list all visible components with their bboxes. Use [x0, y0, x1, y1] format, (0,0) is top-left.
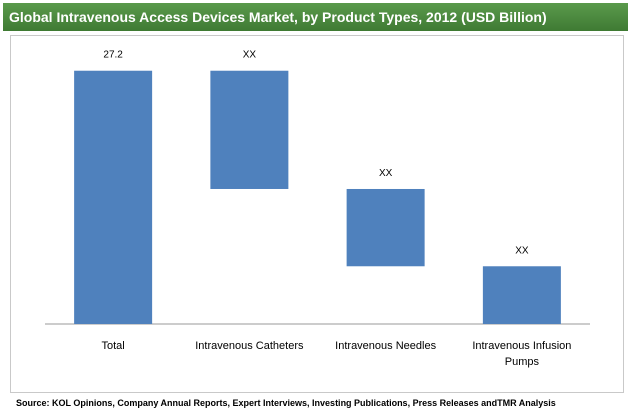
value-label-0: 27.2	[103, 50, 123, 61]
bar-2	[346, 188, 425, 267]
source-note: Source: KOL Opinions, Company Annual Rep…	[16, 398, 556, 408]
category-label-0: Total	[102, 340, 125, 352]
category-label-3-line-0: Intravenous Infusion	[472, 340, 571, 352]
bar-3	[482, 266, 561, 324]
value-label-3: XX	[515, 245, 529, 256]
category-label-2: Intravenous Needles	[335, 340, 436, 352]
value-label-2: XX	[379, 168, 393, 179]
value-label-1: XX	[243, 50, 257, 61]
bar-0	[74, 70, 153, 324]
chart-title: Global Intravenous Access Devices Market…	[3, 3, 628, 31]
bar-1	[210, 70, 289, 189]
category-label-1: Intravenous Catheters	[195, 340, 304, 352]
category-label-3-line-1: Pumps	[505, 356, 540, 368]
